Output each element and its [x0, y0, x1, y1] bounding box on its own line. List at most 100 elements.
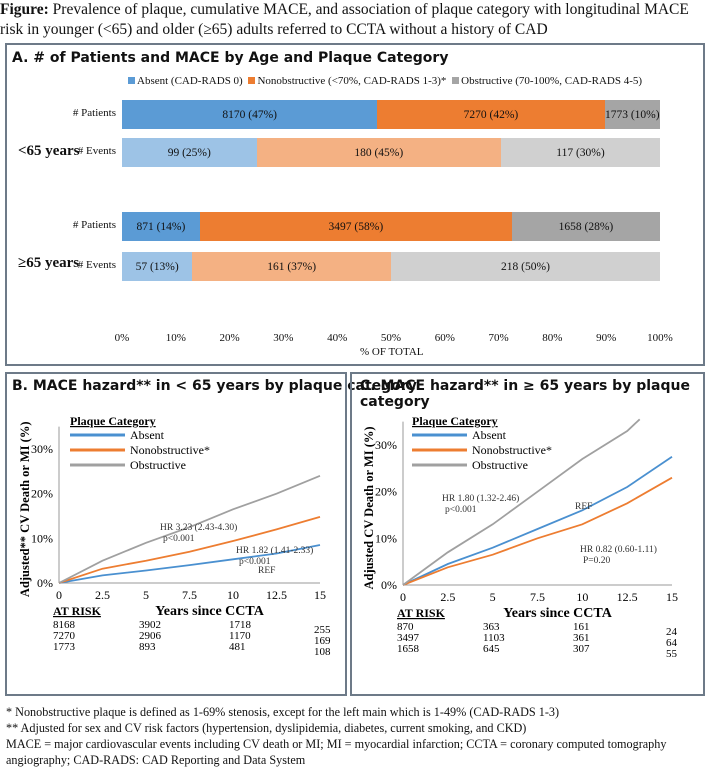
legend-absent: Absent (CAD-RADS 0)	[137, 75, 243, 87]
y-tick-label: 20%	[375, 485, 397, 499]
x-tick-label: 30%	[273, 332, 294, 344]
bar-segment: 161 (37%)	[192, 252, 391, 281]
legend-swatch-nonobstructive	[248, 77, 256, 84]
hazard-annotation: HR 1.82 (1.41-2.33)	[236, 545, 313, 556]
p-value-annotation: p<0.001	[239, 557, 271, 567]
hazard-annotation: HR 0.82 (0.60-1.11)	[580, 544, 657, 555]
legend-label: Absent	[472, 428, 507, 442]
legend-title: Plaque Category	[70, 414, 156, 428]
legend-nonobstructive: Nonobstructive (<70%, CAD-RADS 1-3)*	[257, 75, 447, 87]
x-tick-label: 15	[666, 590, 678, 604]
at-risk-count: 7270	[53, 630, 76, 642]
at-risk-count: 55	[666, 648, 678, 660]
legend-swatch-absent	[128, 77, 135, 84]
p-value-annotation: p<0.001	[163, 534, 195, 544]
stacked-bar: 99 (25%) 180 (45%) 117 (30%)	[122, 138, 660, 167]
x-tick-label: 20%	[219, 332, 240, 344]
at-risk-count: 24	[666, 626, 678, 638]
row-label: # Events	[77, 259, 116, 271]
hazard-annotation: HR 1.80 (1.32-2.46)	[442, 493, 519, 504]
x-tick-label: 12.5	[266, 588, 287, 602]
at-risk-count: 3902	[139, 619, 161, 631]
y-tick-label: 20%	[31, 487, 53, 501]
at-risk-count: 3497	[397, 632, 420, 644]
at-risk-count: 161	[573, 621, 590, 633]
bar-segment: 218 (50%)	[390, 252, 660, 281]
y-tick-label: 30%	[31, 442, 53, 456]
panel-a	[5, 43, 705, 366]
stacked-bar: 8170 (47%) 7270 (42%) 1773 (10%)	[122, 100, 660, 129]
x-tick-label: 5	[143, 588, 149, 602]
row-label: # Patients	[72, 219, 116, 231]
y-tick-label: 10%	[375, 531, 397, 545]
x-tick-label: 7.5	[182, 588, 197, 602]
x-tick-label: 100%	[647, 332, 673, 344]
x-tick-label: 0	[56, 588, 62, 602]
bar-segment: 180 (45%)	[256, 138, 502, 167]
hazard-annotation: REF	[575, 502, 592, 512]
x-tick-label: 15	[314, 588, 326, 602]
bar-segment: 7270 (42%)	[377, 100, 605, 129]
panel-c-chart: 0% 10% 20% 30% 0 2.5 5 7.5 10 12.5 15 Years since C…	[362, 414, 678, 660]
at-risk-count: 363	[483, 621, 500, 633]
bar-segment: 99 (25%)	[122, 138, 257, 167]
curve-nonobstructive	[402, 476, 673, 586]
x-axis-label: Years since CCTA	[155, 604, 265, 619]
figure-label: Figure:	[0, 1, 49, 18]
x-tick-label: 80%	[542, 332, 563, 344]
panel-a-title: A. # of Patients and MACE by Age and Pla…	[12, 50, 449, 66]
x-tick-label: 2.5	[440, 590, 455, 604]
row-label: # Events	[77, 145, 116, 157]
at-risk-count: 1170	[229, 630, 251, 642]
x-tick-label: 0	[400, 590, 406, 604]
y-tick-label: 0%	[381, 578, 397, 592]
x-tick-label: 50%	[380, 332, 402, 344]
x-tick-label: 90%	[596, 332, 617, 344]
x-tick-label: 40%	[327, 332, 348, 344]
panel-c	[350, 372, 705, 696]
x-tick-label: 70%	[488, 332, 509, 344]
panel-b-title: B. MACE hazard** in < 65 years by plaque…	[12, 378, 417, 394]
bar-segment: 1658 (28%)	[511, 212, 660, 241]
curve-absent	[402, 455, 673, 586]
panel-c-title: C. MACE hazard** in ≥ 65 years by plaque…	[360, 378, 690, 410]
legend-obstructive: Obstructive (70-100%, CAD-RADS 4-5)	[461, 75, 643, 87]
x-tick-label: 5	[490, 590, 496, 604]
p-value-annotation: p<0.001	[445, 505, 477, 515]
x-axis-label: Years since CCTA	[503, 606, 613, 621]
footnotes: * Nonobstructive plaque is defined as 1-…	[6, 704, 706, 768]
age-group-label: <65 years	[18, 143, 80, 159]
at-risk-count: 1773	[53, 641, 76, 653]
x-tick-label: 10%	[165, 332, 186, 344]
p-value-annotation: P=0.20	[583, 556, 611, 566]
at-risk-count: 1658	[397, 643, 420, 655]
at-risk-count: 481	[229, 641, 246, 653]
bar-segment: 3497 (58%)	[199, 212, 512, 241]
at-risk-count: 2906	[139, 630, 162, 642]
hazard-annotation: HR 3.23 (2.43-4.30)	[160, 522, 237, 533]
at-risk-label: AT RISK	[397, 606, 446, 620]
at-risk-label: AT RISK	[53, 604, 102, 618]
y-axis-label: Adjusted** CV Death or MI (%)	[18, 422, 32, 598]
x-tick-label: 2.5	[95, 588, 110, 602]
curve-absent	[58, 544, 321, 584]
figure-title: Figure: Prevalence of plaque, cumulative…	[0, 0, 700, 40]
age-group-label: ≥65 years	[18, 255, 80, 271]
bar-segment: 117 (30%)	[501, 138, 660, 167]
footnote-1: * Nonobstructive plaque is defined as 1-…	[6, 705, 560, 719]
footnote-3: MACE = major cardiovascular events inclu…	[6, 737, 667, 767]
stacked-bar: 871 (14%) 3497 (58%) 1658 (28%)	[122, 212, 660, 241]
legend-label: Nonobstructive*	[472, 443, 552, 457]
bar-segment: 57 (13%)	[122, 252, 193, 281]
legend-swatch-obstructive	[452, 77, 460, 84]
at-risk-count: 893	[139, 641, 156, 653]
at-risk-count: 870	[397, 621, 414, 633]
at-risk-count: 255	[314, 624, 331, 636]
at-risk-count: 361	[573, 632, 590, 644]
bar-segment: 871 (14%)	[122, 212, 200, 241]
at-risk-count: 64	[666, 637, 678, 649]
legend-label: Nonobstructive*	[130, 443, 210, 457]
y-axis-label: Adjusted CV Death or MI (%)	[362, 426, 376, 589]
curve-obstructive	[58, 474, 321, 584]
stacked-bar: 57 (13%) 161 (37%) 218 (50%)	[122, 252, 660, 281]
